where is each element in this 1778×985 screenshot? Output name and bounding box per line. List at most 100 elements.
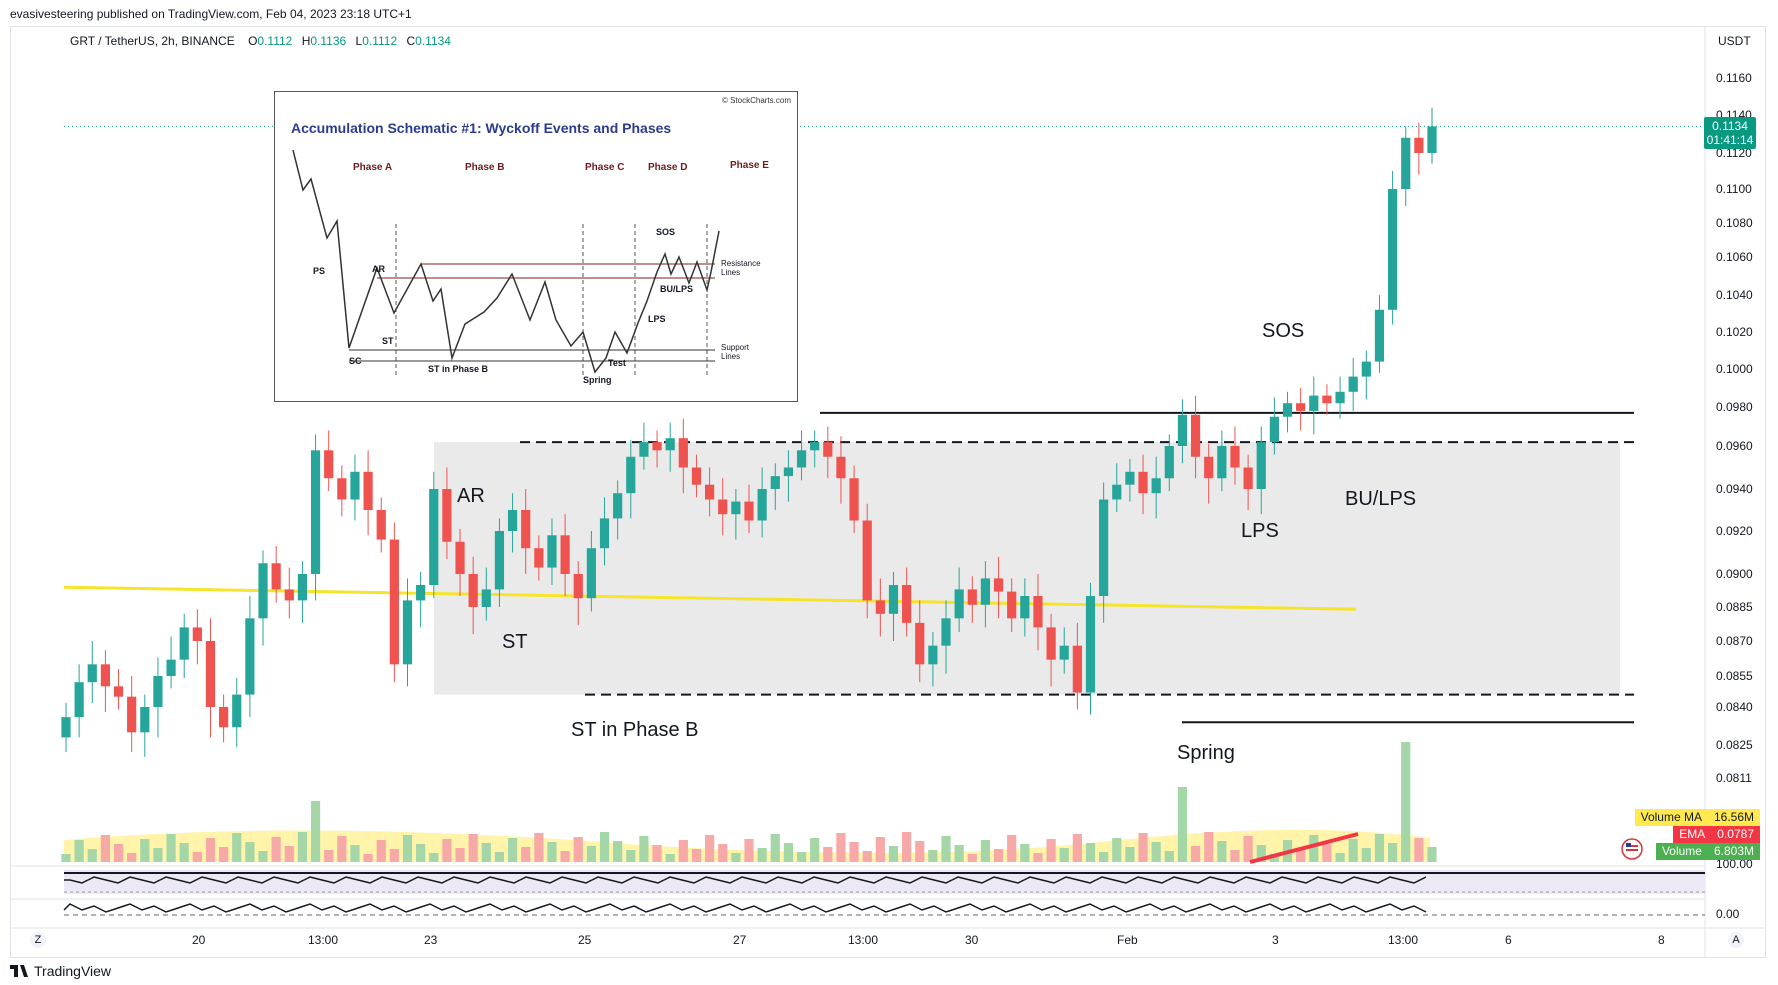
- candle-body: [468, 574, 478, 607]
- candle-body: [271, 563, 281, 590]
- candle-body: [718, 499, 728, 515]
- candle-body: [836, 456, 846, 479]
- volume-bar: [836, 833, 846, 862]
- volume-bar: [1138, 833, 1148, 862]
- candle-body: [324, 450, 334, 479]
- time-tick-label: 20: [192, 933, 206, 947]
- candle-body: [941, 618, 951, 646]
- volume-bar: [1361, 848, 1371, 862]
- candle-body: [61, 717, 71, 738]
- volume-bar: [205, 838, 216, 862]
- candle-body: [744, 501, 754, 521]
- price-tick-label: 0.1000: [1716, 362, 1753, 376]
- volume-bar: [770, 834, 780, 862]
- volume-bar: [232, 833, 242, 862]
- annotation-ar: AR: [457, 485, 485, 507]
- volume-bar: [599, 832, 610, 862]
- volume-bar: [297, 832, 308, 862]
- schematic-bu-lps: BU/LPS: [660, 284, 694, 294]
- volume-bar: [1414, 838, 1424, 862]
- candle-body: [1125, 471, 1135, 485]
- volume-bar: [113, 844, 124, 862]
- volume-bar: [1085, 843, 1096, 862]
- candle-body: [875, 600, 885, 614]
- schematic-support-label: Support Lines: [721, 343, 749, 361]
- volume-bar: [166, 834, 176, 862]
- volume-bar: [337, 836, 347, 862]
- schematic-sc: SC: [349, 356, 362, 366]
- schematic-test: Test: [608, 358, 626, 368]
- candle-body: [1401, 137, 1411, 189]
- symbol-header[interactable]: GRT / TetherUS, 2h, BINANCE O0.1112 H0.1…: [70, 34, 457, 48]
- volume-bar: [1243, 836, 1253, 862]
- volume-bar: [1348, 839, 1358, 862]
- volume-bar: [941, 836, 951, 862]
- oscillator-2-line: [63, 903, 1427, 913]
- candle-body: [1230, 446, 1240, 468]
- volume-bar: [1059, 848, 1069, 862]
- candle-body: [284, 589, 294, 601]
- candle-body: [757, 489, 767, 521]
- schematic-drawing: [292, 149, 720, 377]
- volume-bar: [796, 852, 807, 862]
- ohlc-open-value: 0.1112: [257, 34, 293, 48]
- candle-body: [337, 478, 347, 500]
- auto-scale-button[interactable]: A: [1728, 932, 1744, 948]
- candle-body: [205, 641, 216, 707]
- candle-body: [1296, 403, 1306, 411]
- candle-body: [626, 456, 636, 494]
- oscillator-2-level: 0.00: [1716, 907, 1740, 921]
- volume-bar: [1322, 844, 1332, 862]
- candle-body: [915, 622, 925, 665]
- price-tick-label: 0.1120: [1716, 146, 1752, 160]
- volume-bar: [219, 847, 229, 862]
- ema-line: [63, 585, 1357, 611]
- volume-bar: [481, 843, 491, 862]
- ohlc-close-value: 0.1134: [415, 34, 451, 48]
- legend-volume-label: Volume: [1655, 843, 1708, 860]
- candle-body: [100, 664, 111, 687]
- schematic-st: ST: [382, 336, 394, 346]
- oscillator-1-level: 100.00: [1716, 857, 1753, 871]
- annotation-sos: SOS: [1262, 320, 1305, 342]
- volume-bar: [258, 851, 268, 862]
- volume-bar: [744, 839, 754, 862]
- candle-body: [704, 484, 715, 500]
- timezone-button[interactable]: Z: [30, 932, 46, 948]
- volume-bar: [586, 846, 596, 862]
- candle-body: [1269, 416, 1279, 443]
- time-tick-label: 13:00: [308, 933, 339, 947]
- candle-body: [1112, 484, 1122, 500]
- volume-bar: [87, 849, 97, 862]
- volume-bar: [626, 850, 636, 862]
- candle-body: [665, 438, 675, 451]
- candle-body: [297, 574, 308, 601]
- candle-body: [1204, 456, 1214, 479]
- volume-bar: [967, 854, 977, 862]
- volume-bar: [1020, 844, 1030, 862]
- time-tick-label: 25: [578, 933, 592, 947]
- tradingview-footer[interactable]: TradingView: [10, 963, 111, 979]
- schematic-resistance-label: Resistance Lines: [721, 259, 761, 277]
- volume-bar: [1007, 835, 1017, 862]
- current-price-badge: 0.1134 01:41:14: [1704, 117, 1756, 149]
- volume-bar: [875, 837, 885, 862]
- price-tick-label: 0.0900: [1716, 567, 1753, 581]
- volume-bar: [547, 842, 557, 862]
- candle-body: [1243, 467, 1253, 489]
- candle-body: [1007, 591, 1017, 619]
- volume-bar: [849, 842, 859, 862]
- candle-body: [573, 574, 583, 599]
- price-tick-label: 0.0855: [1716, 669, 1753, 683]
- oscillator-1-line: [64, 876, 1427, 884]
- price-tick-label: 0.1020: [1716, 325, 1753, 339]
- price-tick-label: 0.0960: [1716, 439, 1753, 453]
- time-tick-label: 23: [424, 933, 438, 947]
- candle-body: [1177, 414, 1188, 446]
- candle-body: [192, 627, 202, 641]
- candle-body: [245, 618, 255, 695]
- candle-body: [481, 589, 491, 607]
- candle-body: [1164, 446, 1174, 479]
- volume-bar: [810, 838, 820, 862]
